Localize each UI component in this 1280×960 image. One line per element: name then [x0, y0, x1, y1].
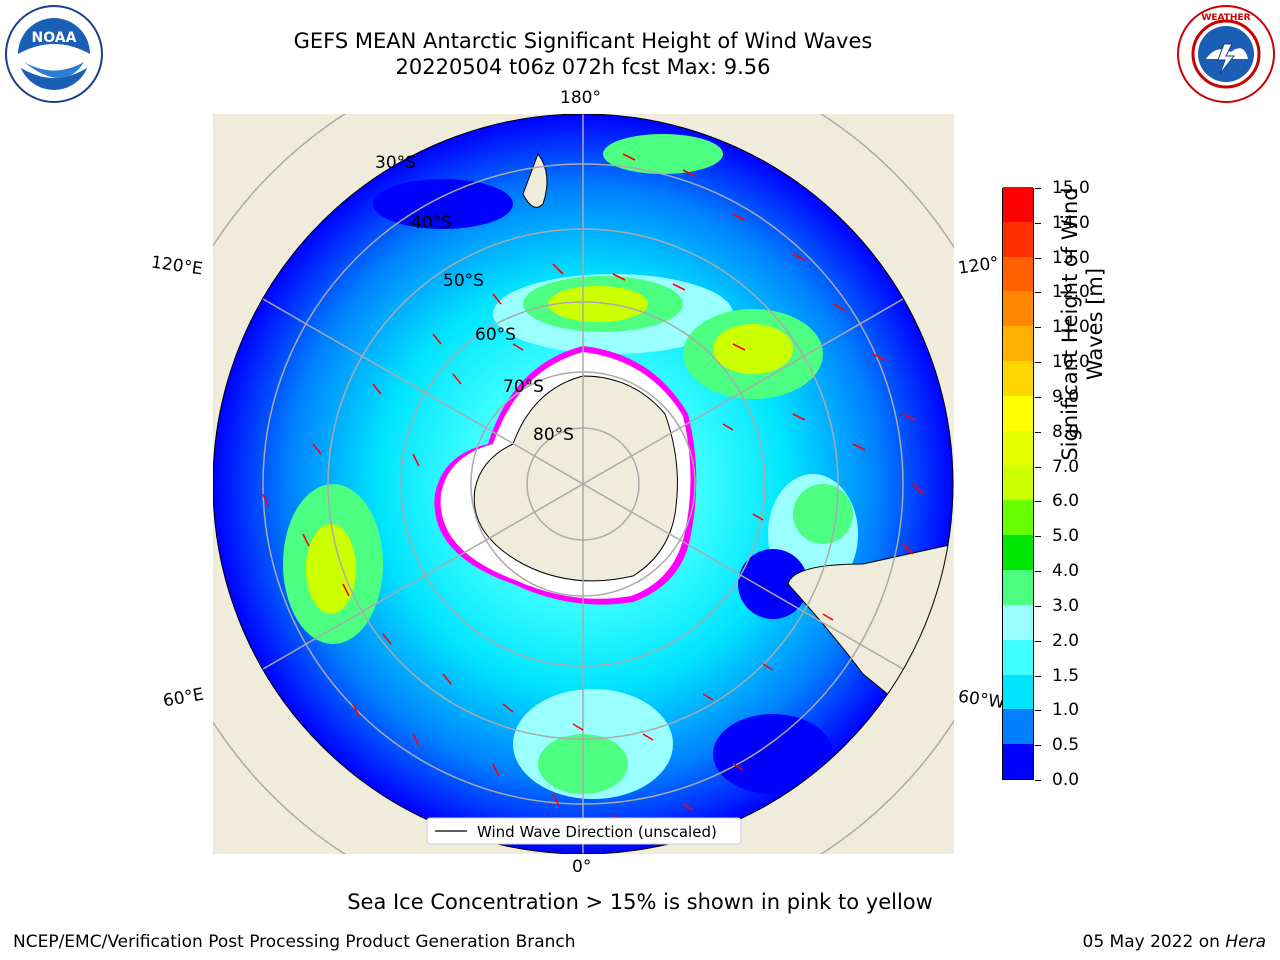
colorbar-tick-label: 5.0 [1052, 526, 1080, 547]
colorbar-tick [1035, 780, 1041, 781]
colorbar-title: Significant Height of Wind Waves [m] [1058, 187, 1107, 461]
calm-band [738, 549, 808, 619]
colorbar-tick [1035, 536, 1041, 538]
colorbar-tick [1035, 501, 1041, 503]
wave-patch [603, 134, 723, 174]
colorbar-tick [1035, 292, 1041, 294]
date-text: 05 May 2022 on Hera [1083, 932, 1267, 952]
colorbar-tick [1035, 257, 1041, 259]
colorbar-segment [1003, 708, 1033, 745]
nws-logo: WEATHER [1177, 5, 1275, 103]
colorbar-tick-label: 4.0 [1052, 561, 1080, 582]
colorbar-tick-label: 7.0 [1052, 456, 1080, 477]
colorbar-segment [1003, 743, 1033, 779]
lon-label-left-upper: 120°E [149, 252, 204, 280]
colorbar-tick-label: 2.0 [1052, 630, 1080, 651]
lat-label-30: 30°S [375, 153, 416, 173]
svg-text:NOAA: NOAA [32, 30, 77, 46]
colorbar-tick [1035, 431, 1041, 433]
lat-label-50: 50°S [443, 271, 484, 291]
colorbar-segment [1003, 360, 1033, 396]
colorbar-tick-label: 12.0 [1052, 282, 1090, 303]
lon-label-top: 180° [560, 88, 601, 108]
colorbar-segment [1003, 569, 1033, 605]
wave-patch [793, 484, 853, 544]
colorbar [1002, 186, 1034, 780]
colorbar-segment [1003, 221, 1033, 257]
lon-label-bottom: 0° [572, 857, 592, 877]
colorbar-tick [1035, 362, 1041, 364]
colorbar-tick-label: 11.0 [1052, 317, 1090, 338]
colorbar-segment [1003, 465, 1033, 501]
colorbar-tick-label: 0.0 [1052, 770, 1080, 790]
polar-map: 30°S 40°S 50°S 60°S 70°S 80°S Wind Wave … [213, 114, 954, 854]
wave-patch [306, 524, 356, 614]
colorbar-tick-label: 0.5 [1052, 735, 1080, 756]
colorbar-tick-label: 14.0 [1052, 212, 1090, 233]
wave-patch [548, 286, 648, 322]
colorbar-tick-label: 3.0 [1052, 595, 1080, 616]
lon-label-right-upper: 120° [956, 253, 1001, 279]
map-frame: 30°S 40°S 50°S 60°S 70°S 80°S Wind Wave … [213, 114, 954, 854]
wave-patch [713, 324, 793, 374]
colorbar-tick-label: 9.0 [1052, 386, 1080, 407]
colorbar-tick-label: 10.0 [1052, 352, 1090, 373]
graticule [213, 114, 954, 854]
host-name: Hera [1225, 932, 1266, 952]
colorbar-segment [1003, 499, 1033, 536]
colorbar-tick [1035, 640, 1041, 642]
date-label: 05 May 2022 on [1082, 932, 1220, 952]
lat-label-40: 40°S [411, 213, 452, 233]
sea-ice-footnote: Sea Ice Concentration > 15% is shown in … [347, 890, 933, 914]
map-legend: Wind Wave Direction (unscaled) [426, 817, 742, 845]
lat-label-80: 80°S [533, 425, 574, 445]
lat-label-70: 70°S [503, 377, 544, 397]
chart-subtitle: 20220504 t06z 072h fcst Max: 9.56 [395, 55, 771, 79]
colorbar-tick [1035, 188, 1041, 189]
colorbar-segment [1003, 534, 1033, 571]
colorbar-segment [1003, 325, 1033, 362]
colorbar-tick [1035, 745, 1041, 747]
lon-label-right-lower: 60°W [956, 686, 1007, 714]
lat-label-60: 60°S [475, 325, 516, 345]
colorbar-tick [1035, 675, 1041, 677]
colorbar-tick [1035, 327, 1041, 329]
colorbar-tick [1035, 222, 1041, 224]
colorbar-tick-label: 8.0 [1052, 421, 1080, 442]
chart-title: GEFS MEAN Antarctic Significant Height o… [293, 29, 873, 53]
colorbar-segment [1003, 674, 1033, 710]
colorbar-segment [1003, 430, 1033, 466]
colorbar-segment [1003, 639, 1033, 675]
colorbar-tick-label: 1.5 [1052, 665, 1080, 686]
colorbar-segment [1003, 256, 1033, 292]
colorbar-segment [1003, 395, 1033, 431]
antarctica-land [473, 375, 678, 582]
latitude-labels: 30°S 40°S 50°S 60°S 70°S 80°S [375, 153, 574, 445]
colorbar-segment [1003, 186, 1033, 222]
colorbar-segment [1003, 290, 1033, 327]
colorbar-segment [1003, 604, 1033, 640]
credit-text: NCEP/EMC/Verification Post Processing Pr… [13, 932, 576, 952]
colorbar-tick [1035, 710, 1041, 712]
svg-text:WEATHER: WEATHER [1201, 13, 1250, 23]
legend-label: Wind Wave Direction (unscaled) [477, 823, 717, 841]
colorbar-tick [1035, 466, 1041, 468]
colorbar-tick-label: 15.0 [1052, 178, 1090, 198]
wave-arrows [262, 153, 924, 827]
colorbar-tick-label: 13.0 [1052, 247, 1090, 268]
calm-band [713, 714, 833, 794]
colorbar-tick [1035, 605, 1041, 607]
colorbar-tick [1035, 571, 1041, 573]
noaa-logo: NOAA [5, 5, 103, 103]
colorbar-tick [1035, 396, 1041, 398]
colorbar-tick-label: 1.0 [1052, 700, 1080, 721]
colorbar-tick-label: 6.0 [1052, 491, 1080, 512]
lon-label-left-lower: 60°E [161, 684, 206, 712]
